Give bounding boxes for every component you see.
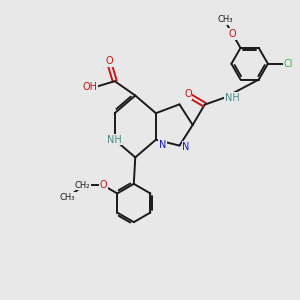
Text: OH: OH bbox=[82, 82, 98, 92]
Text: NH: NH bbox=[107, 135, 122, 145]
Text: O: O bbox=[106, 56, 113, 66]
Text: CH₂: CH₂ bbox=[75, 181, 90, 190]
Text: O: O bbox=[184, 89, 192, 99]
Text: CH₃: CH₃ bbox=[217, 15, 233, 24]
Text: Cl: Cl bbox=[284, 59, 293, 69]
Text: O: O bbox=[99, 180, 107, 190]
Text: N: N bbox=[182, 142, 190, 152]
Text: O: O bbox=[229, 29, 236, 39]
Text: N: N bbox=[159, 140, 166, 150]
Text: CH₃: CH₃ bbox=[60, 193, 76, 202]
Text: NH: NH bbox=[225, 93, 239, 103]
